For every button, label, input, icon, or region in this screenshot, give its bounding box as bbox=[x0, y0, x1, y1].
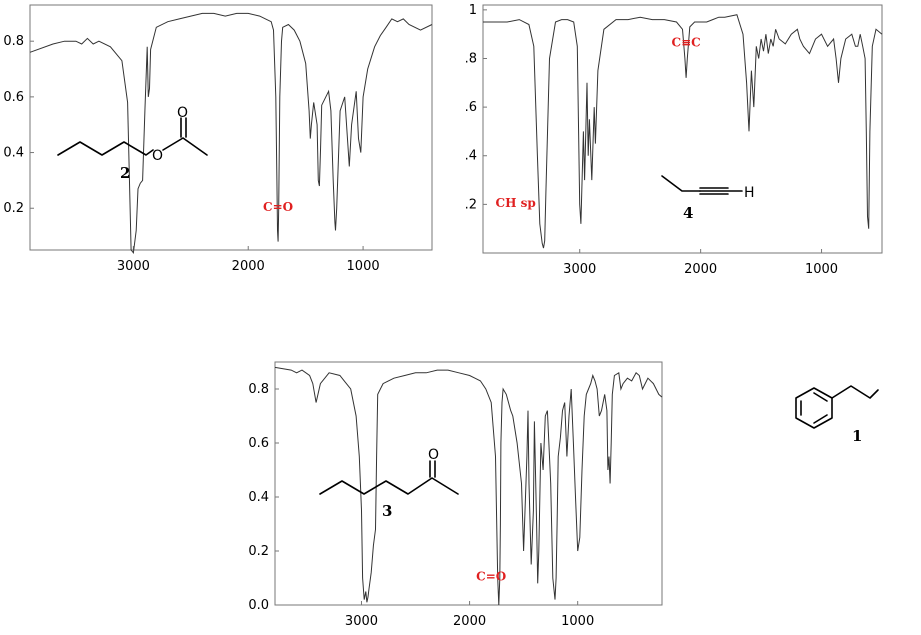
ir-spectrum-trace bbox=[483, 14, 883, 249]
spectrum-panel-2: 0.2 0.4 0.6 0.8 3000 2000 1000 C=O bbox=[3, 4, 433, 274]
molecule-2-atom-o-carbonyl: O bbox=[177, 105, 188, 121]
molecule-4-structure: H 4 bbox=[661, 175, 755, 222]
peak-annotation: C=O bbox=[476, 570, 506, 584]
molecule-3-atom-o: O bbox=[428, 447, 439, 463]
plot-frame-1 bbox=[482, 4, 883, 254]
x-tick-label: 2000 bbox=[684, 262, 717, 277]
molecule-4-bonds bbox=[661, 175, 701, 192]
molecule-3-bonds bbox=[319, 477, 459, 495]
molecule-1-structure: 1 bbox=[795, 385, 879, 445]
y-tick-label: 0.2 bbox=[248, 544, 269, 559]
y-tick-label: 0.8 bbox=[248, 382, 269, 397]
y-tick-label: .2 bbox=[465, 197, 477, 212]
x-tick-label: 1000 bbox=[805, 262, 838, 277]
ir-spectrum-trace bbox=[274, 366, 663, 606]
molecule-2-structure: O O 2 bbox=[57, 105, 208, 182]
x-tick-label: 3000 bbox=[117, 259, 150, 274]
y-tick-label: 0.6 bbox=[3, 90, 24, 105]
spectrum-panel-4: .2 .4 .6 .8 1 3000 2000 1000 C≡C CH sp bbox=[465, 3, 883, 277]
y-tick-label: .6 bbox=[465, 100, 477, 115]
ir-spectrum-trace bbox=[29, 12, 433, 255]
y-tick-label: .4 bbox=[465, 149, 477, 164]
molecule-1-ring-double-b bbox=[813, 414, 828, 424]
molecule-3-structure: O 3 bbox=[319, 447, 459, 520]
peak-annotation: C≡C bbox=[672, 35, 701, 49]
x-tick-label: 2000 bbox=[453, 614, 486, 629]
y-tick-label: 0.4 bbox=[248, 490, 269, 505]
x-tick-label: 2000 bbox=[232, 259, 265, 274]
compound-label-2: 2 bbox=[120, 164, 130, 182]
compound-label-4: 4 bbox=[683, 204, 693, 222]
molecule-2-bonds bbox=[57, 141, 154, 156]
spectrum-panel-3: 0.0 0.2 0.4 0.6 0.8 3000 2000 1000 C=O bbox=[248, 361, 663, 629]
plot-frame-0 bbox=[29, 4, 433, 251]
x-tick-label: 1000 bbox=[347, 259, 380, 274]
molecule-2-ester-bonds bbox=[162, 137, 208, 156]
molecule-4-atom-h: H bbox=[744, 185, 755, 201]
y-tick-label: 0.2 bbox=[3, 201, 24, 216]
peak-annotation: CH sp bbox=[496, 196, 536, 210]
y-tick-label: 0.8 bbox=[3, 34, 24, 49]
x-tick-label: 3000 bbox=[563, 262, 596, 277]
molecule-1-ring-double-c bbox=[813, 392, 828, 402]
peak-annotation: C=O bbox=[263, 200, 293, 214]
y-tick-label: 0.4 bbox=[3, 146, 24, 161]
x-tick-label: 1000 bbox=[561, 614, 594, 629]
molecule-2-atom-o-ester: O bbox=[152, 148, 163, 164]
y-tick-label: 1 bbox=[469, 3, 477, 18]
compound-label-3: 3 bbox=[382, 502, 392, 520]
y-tick-label: .8 bbox=[465, 51, 477, 66]
x-tick-label: 3000 bbox=[345, 614, 378, 629]
molecule-1-ethyl-chain bbox=[831, 385, 879, 399]
y-tick-label: 0.6 bbox=[248, 436, 269, 451]
plot-frame-2 bbox=[274, 361, 663, 606]
y-tick-label: 0.0 bbox=[248, 598, 269, 613]
compound-label-1: 1 bbox=[852, 427, 862, 445]
